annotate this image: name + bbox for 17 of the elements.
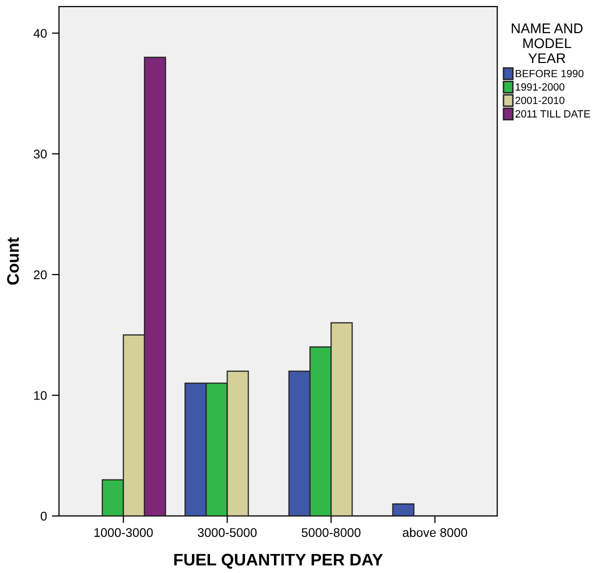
legend-label: 2011 TILL DATE xyxy=(515,110,590,118)
y-axis-title: Count xyxy=(7,237,19,285)
y-tick-label: 20 xyxy=(34,270,47,280)
legend-label: 2001-2010 xyxy=(515,96,564,104)
x-tick-label: 1000-3000 xyxy=(94,528,153,537)
y-tick-label: 30 xyxy=(34,150,47,159)
y-tick-label: 0 xyxy=(40,512,47,521)
legend-label: 1991-2000 xyxy=(516,83,564,91)
bar xyxy=(392,503,414,516)
y-tick-label: 40 xyxy=(34,28,47,38)
y-tick-label: 10 xyxy=(34,391,47,400)
x-axis-title: FUEL QUANTITY PER DAY xyxy=(174,554,383,569)
legend-title: NAME AND MODEL YEAR xyxy=(512,24,583,64)
x-tick-label: 3000-5000 xyxy=(198,528,257,537)
legend-label: BEFORE 1990 xyxy=(516,70,584,78)
x-tick-label: above 8000 xyxy=(402,528,468,537)
x-tick-label: 5000-8000 xyxy=(302,528,360,537)
